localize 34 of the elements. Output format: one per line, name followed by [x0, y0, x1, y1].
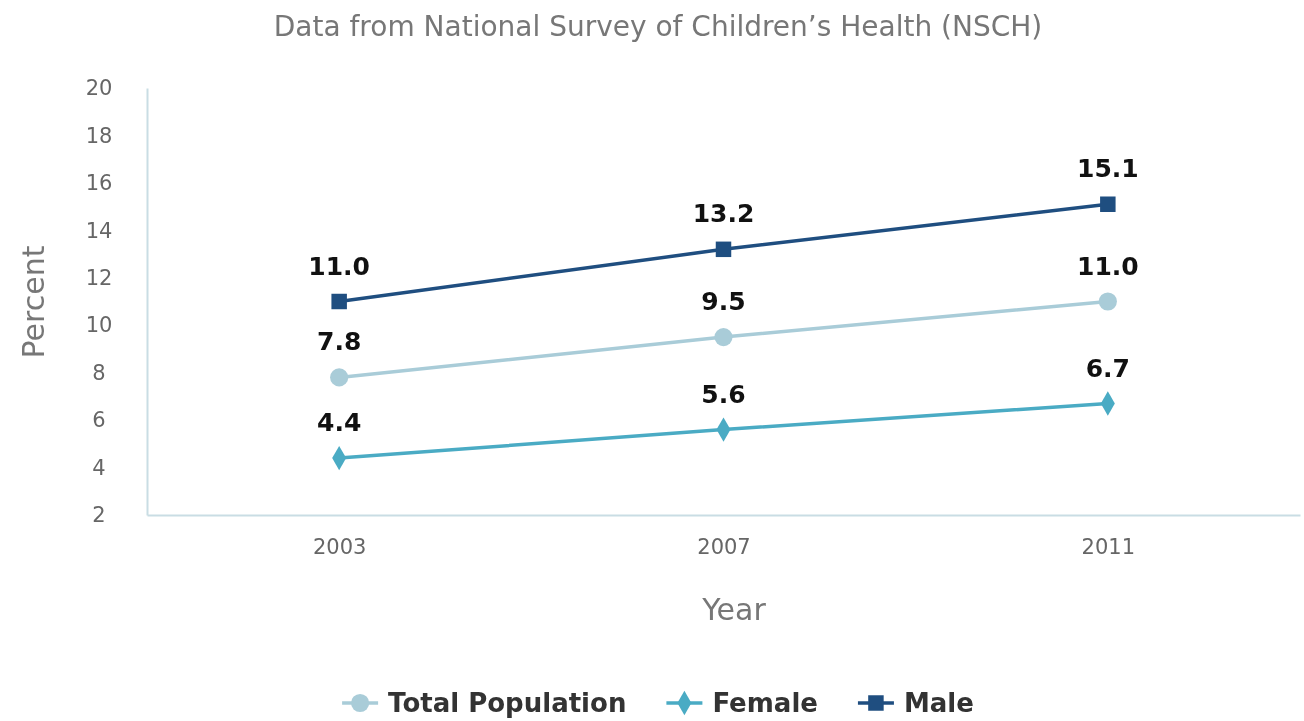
x-tick-label: 2011 [1081, 534, 1136, 559]
y-tick-label: 20 [85, 76, 113, 101]
data-label: 15.1 [1076, 154, 1139, 184]
y-tick-label: 10 [85, 313, 113, 338]
data-label: 9.5 [701, 287, 746, 317]
y-tick-label: 6 [92, 408, 106, 433]
data-label: 13.2 [692, 199, 755, 229]
x-axis-title: Year [701, 592, 767, 627]
x-tick-label: 2007 [697, 534, 751, 559]
x-tick-label: 2003 [312, 534, 367, 559]
y-tick-label: 16 [85, 171, 113, 196]
y-tick-label: 12 [85, 266, 113, 290]
data-label: 11.0 [308, 251, 371, 281]
data-label: 6.7 [1085, 353, 1130, 383]
data-label: 11.0 [1076, 251, 1139, 281]
point [715, 241, 732, 258]
legend-label: Female [712, 688, 818, 718]
point [330, 368, 349, 387]
chart-title: Data from National Survey of Children’s Health (NSCH) [273, 10, 1043, 43]
data-label: 4.4 [317, 408, 362, 438]
point [331, 293, 347, 310]
legend-label: Male [903, 688, 974, 718]
y-axis-title: Percent [16, 245, 51, 359]
point [1100, 196, 1116, 212]
data-label: 7.8 [317, 327, 362, 357]
y-tick-label: 8 [92, 360, 106, 385]
y-tick-label: 2 [92, 503, 106, 528]
point [1098, 292, 1117, 311]
point [714, 328, 733, 347]
legend-label: Total Population [388, 688, 627, 718]
y-tick-label: 14 [85, 218, 113, 243]
data-label: 5.6 [701, 379, 746, 409]
y-tick-label: 18 [85, 123, 113, 148]
y-tick-label: 4 [92, 455, 106, 480]
